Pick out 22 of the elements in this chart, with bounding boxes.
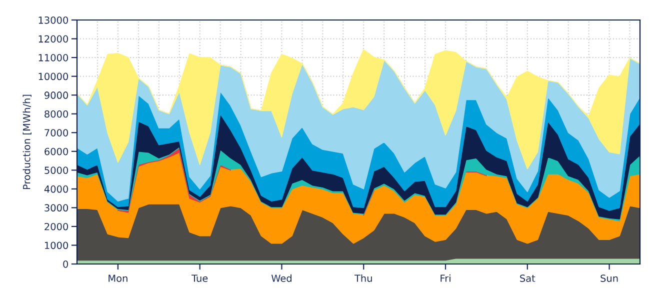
y-tick-label: 9000	[44, 92, 68, 99]
y-tick-label: 7000	[44, 129, 68, 136]
x-tick-label: Tue	[192, 274, 208, 282]
y-tick-label: 5000	[44, 166, 68, 174]
y-tick-label: 12000	[38, 35, 68, 43]
x-tick-label: Sat	[520, 274, 536, 282]
y-tick-label: 4000	[44, 185, 68, 193]
x-tick-label: Sun	[600, 274, 618, 282]
y-tick-label: 0	[63, 260, 68, 268]
y-tick-label: 13000	[38, 16, 68, 24]
y-tick-label: 8000	[44, 110, 68, 118]
y-tick-label: 3000	[44, 204, 68, 212]
x-tick-label: Wed	[271, 274, 292, 282]
y-tick-label: 1000	[44, 242, 68, 250]
y-tick-label: 10000	[38, 72, 68, 80]
y-tick-label: 11000	[38, 54, 68, 62]
x-tick-label: Fri	[440, 274, 450, 282]
x-tick-label: Thu	[354, 274, 372, 282]
y-axis-title: Production [MWh/h]	[22, 94, 32, 190]
y-tick-label: 2000	[44, 222, 68, 230]
x-tick-label: Mon	[108, 274, 128, 282]
y-tick-label: 6000	[44, 148, 68, 156]
